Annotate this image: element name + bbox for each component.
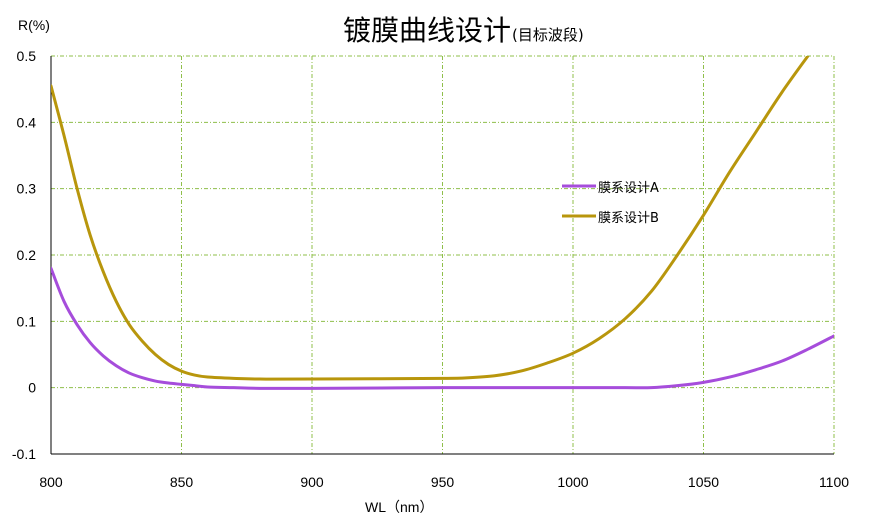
chart-subtitle: (目标波段) — [512, 26, 584, 44]
y-tick-label: 0.2 — [17, 247, 37, 263]
y-axis-label: R(%) — [18, 17, 50, 33]
tick-labels: 800 850 900 950 1000 1050 1100 -0.1 0 0.1 0.2 0.3 0.… — [12, 48, 849, 490]
legend-label-b: 膜系设计B — [598, 211, 659, 226]
legend-label-a: 膜系设计A — [598, 181, 659, 196]
chart-title: 镀膜曲线设计 — [343, 14, 511, 47]
y-tick-label: 0.5 — [17, 48, 37, 64]
y-tick-label: 0 — [28, 380, 36, 396]
x-tick-label: 850 — [170, 474, 194, 490]
x-tick-label: 1000 — [557, 474, 588, 490]
x-tick-label: 900 — [300, 474, 324, 490]
series-line-b — [51, 56, 810, 381]
axes — [50, 56, 834, 455]
y-tick-label: 0.4 — [17, 114, 37, 130]
series-line-a — [51, 266, 834, 390]
y-tick-label: -0.1 — [12, 446, 36, 462]
x-axis-label: WL（nm） — [365, 499, 433, 515]
legend: 膜系设计A 膜系设计B — [562, 181, 659, 226]
x-tick-label: 950 — [431, 474, 455, 490]
x-tick-label: 800 — [39, 474, 63, 490]
y-tick-label: 0.3 — [17, 181, 37, 197]
x-tick-label: 1100 — [819, 474, 849, 490]
y-tick-label: 0.1 — [17, 313, 37, 329]
series-lines — [51, 56, 834, 390]
x-tick-label: 1050 — [688, 474, 719, 490]
gridlines — [51, 55, 835, 455]
